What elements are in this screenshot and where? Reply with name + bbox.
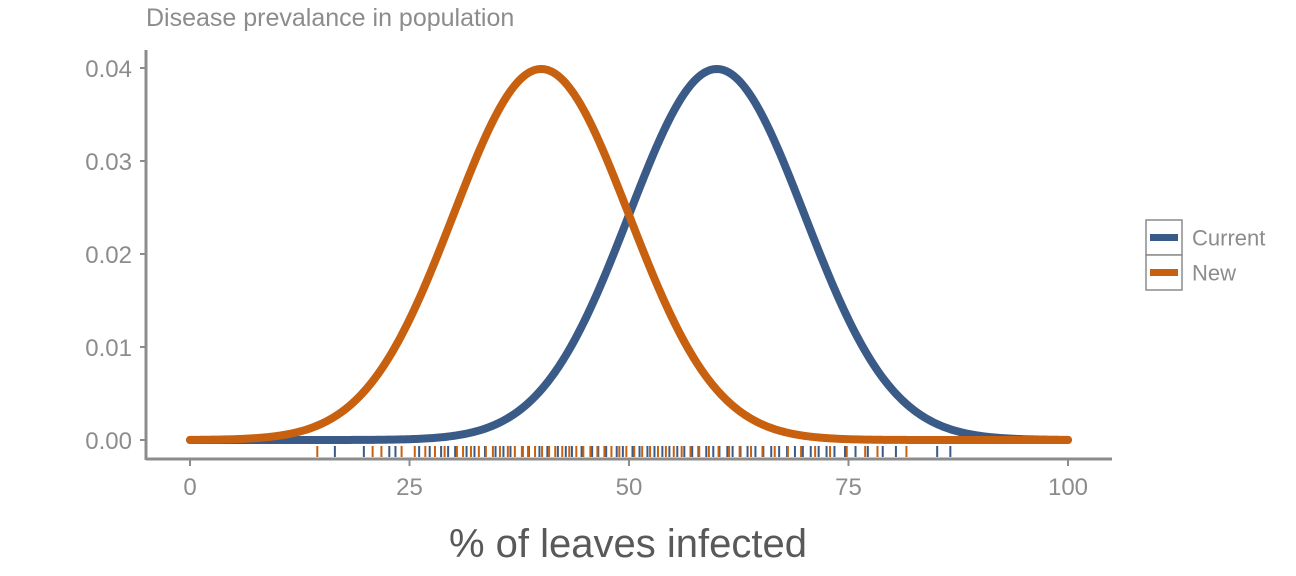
y-tick-label: 0.01 bbox=[85, 335, 132, 362]
y-axis: 0.00 0.01 0.02 0.03 0.04 bbox=[85, 50, 148, 460]
legend-item-new: New bbox=[1145, 254, 1236, 291]
chart-title: Disease prevalance in population bbox=[146, 4, 514, 32]
legend: Current New bbox=[1145, 219, 1265, 291]
legend-label: New bbox=[1192, 261, 1236, 286]
plot-area bbox=[186, 64, 1072, 457]
series-line-new bbox=[186, 64, 1072, 444]
x-tick-label: 25 bbox=[396, 474, 423, 501]
density-curves bbox=[186, 64, 1072, 444]
series-line-current bbox=[186, 64, 1072, 444]
x-tick-label: 75 bbox=[835, 474, 862, 501]
x-ticks: 0 25 50 75 100 bbox=[183, 459, 1088, 501]
y-tick-label: 0.02 bbox=[85, 242, 132, 269]
legend-label: Current bbox=[1192, 226, 1265, 251]
legend-item-current: Current bbox=[1145, 219, 1265, 256]
rug-marks bbox=[316, 446, 952, 457]
x-tick-label: 50 bbox=[616, 474, 643, 501]
y-tick-label: 0.00 bbox=[85, 428, 132, 455]
y-tick-label: 0.03 bbox=[85, 149, 132, 176]
x-axis: 0 25 50 75 100 bbox=[146, 457, 1112, 501]
x-axis-label: % of leaves infected bbox=[449, 522, 807, 566]
y-ticks: 0.00 0.01 0.02 0.03 0.04 bbox=[85, 56, 146, 455]
x-tick-label: 100 bbox=[1048, 474, 1088, 501]
x-tick-label: 0 bbox=[183, 474, 196, 501]
y-tick-label: 0.04 bbox=[85, 56, 132, 83]
